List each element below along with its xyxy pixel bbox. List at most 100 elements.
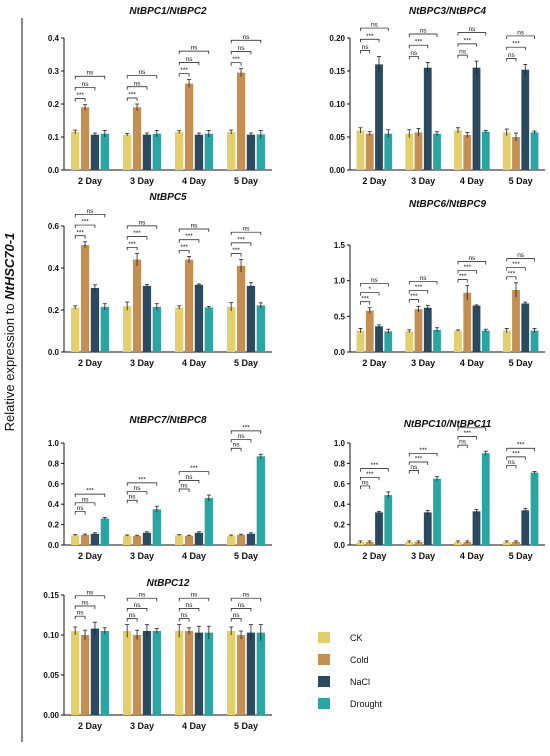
y-tick-label: 0.8	[334, 459, 346, 468]
y-tick-label: 0.00	[43, 711, 59, 720]
bar-ck	[175, 132, 184, 170]
bar-nacl	[472, 511, 481, 545]
bar-nacl	[142, 631, 152, 715]
significance-label: ns	[82, 496, 90, 503]
y-tick-label: 0.4	[334, 500, 346, 509]
bar-cold	[365, 133, 374, 170]
significance-bracket	[74, 502, 96, 506]
significance-bracket	[74, 75, 106, 80]
significance-label: ns	[410, 464, 418, 471]
bar-drought	[481, 330, 490, 352]
significance-label: ***	[459, 273, 467, 280]
bar-nacl	[194, 532, 204, 545]
significance-bracket	[178, 471, 210, 475]
x-tick-label: 5 Day	[509, 176, 533, 186]
x-tick-label: 5 Day	[509, 551, 533, 561]
y-tick-label: 0.4	[48, 34, 60, 43]
bar-ck	[405, 541, 414, 545]
bar-ck	[454, 541, 462, 545]
significance-bracket	[506, 447, 535, 452]
bar-ck	[405, 331, 414, 352]
bar-drought	[204, 632, 213, 715]
x-tick-label: 3 Day	[411, 358, 435, 368]
significance-label: ns	[508, 459, 516, 466]
significance-label: ns	[191, 223, 199, 230]
bar-drought	[433, 133, 441, 170]
significance-label: ***	[512, 450, 520, 457]
x-tick-label: 5 Day	[234, 721, 258, 731]
x-tick-label: 5 Day	[509, 358, 533, 368]
legend-swatch-cold	[318, 654, 330, 665]
significance-bracket	[230, 51, 252, 55]
significance-bracket	[457, 427, 487, 431]
bar-cold	[365, 310, 374, 352]
chart-panel-3: NtBPC5 0.0 0.2 0.4 0.6 *** *** ns 2 Day *** *** ns 3…	[48, 192, 272, 368]
x-tick-label: 3 Day	[130, 551, 154, 561]
significance-bracket	[126, 225, 158, 229]
significance-bracket	[230, 439, 252, 443]
significance-bracket	[506, 456, 526, 460]
bar-cold	[414, 132, 423, 170]
bar-nacl	[472, 67, 481, 170]
bar-ck	[123, 535, 132, 545]
bar-cold	[80, 244, 90, 352]
significance-label: ***	[366, 471, 374, 478]
significance-bracket	[506, 276, 517, 280]
significance-label: ***	[410, 293, 418, 300]
bar-nacl	[375, 64, 383, 170]
x-tick-label: 4 Day	[182, 176, 206, 186]
bar-ck	[454, 130, 462, 170]
significance-bracket	[178, 618, 190, 622]
significance-label: ***	[138, 476, 146, 483]
significance-bracket	[178, 608, 200, 612]
significance-label: ns	[77, 505, 85, 512]
bar-nacl	[246, 285, 256, 352]
bar-drought	[100, 133, 109, 170]
significance-bracket	[408, 281, 438, 285]
x-tick-label: 3 Day	[411, 176, 435, 186]
significance-label: ns	[459, 49, 467, 56]
bar-ck	[502, 541, 511, 545]
significance-bracket	[230, 39, 262, 44]
significance-label: ns	[191, 45, 199, 52]
significance-label: ns	[243, 34, 251, 41]
bar-drought	[433, 478, 441, 545]
bar-nacl	[90, 134, 100, 170]
x-tick-label: 2 Day	[78, 551, 102, 561]
y-axis-label: Relative expression to NtHSC70-1	[2, 18, 23, 742]
chart-title: NtBPC1/NtBPC2	[129, 6, 207, 17]
x-tick-label: 4 Day	[460, 551, 484, 561]
chart-title: NtBPC10/NtBPC11	[404, 419, 492, 430]
y-tick-label: 0.0	[334, 348, 346, 357]
significance-bracket	[178, 488, 190, 493]
bar-ck	[71, 132, 80, 170]
significance-label: ns	[371, 277, 379, 284]
chart-title: NtBPC12	[147, 578, 190, 589]
x-tick-label: 4 Day	[182, 721, 206, 731]
significance-bracket	[457, 270, 477, 274]
x-tick-label: 3 Day	[130, 721, 154, 731]
significance-label: ns	[181, 483, 189, 490]
legend-swatch-ck	[318, 632, 330, 643]
significance-bracket	[230, 430, 262, 434]
significance-bracket	[457, 261, 487, 265]
y-tick-label: 0.6	[48, 480, 60, 489]
significance-label: ***	[190, 465, 198, 472]
significance-bracket	[178, 250, 190, 254]
significance-bracket	[360, 476, 380, 481]
significance-label: ns	[134, 80, 142, 87]
significance-bracket	[360, 301, 371, 305]
significance-label: ns	[517, 252, 525, 259]
bar-cold	[414, 541, 423, 545]
bar-ck	[227, 306, 236, 352]
y-tick-label: 0.00	[329, 166, 345, 175]
significance-label: ns	[238, 602, 246, 609]
bar-ck	[71, 535, 80, 545]
bar-drought	[530, 132, 539, 170]
bar-cold	[512, 289, 520, 352]
x-tick-label: 3 Day	[130, 358, 154, 368]
significance-bracket	[126, 618, 138, 622]
significance-label: ns	[191, 592, 199, 599]
bar-nacl	[423, 307, 432, 352]
